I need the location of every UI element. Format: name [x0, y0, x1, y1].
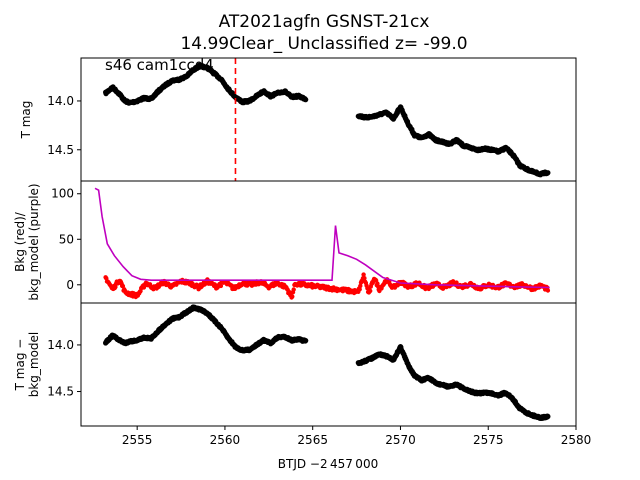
y-tick-label: 14.5 [47, 385, 74, 399]
bkg-point [361, 272, 366, 277]
bkg-point [362, 276, 367, 281]
chart-title-line1: AT2021agfn GSNST-21cx [219, 12, 430, 32]
y-tick-label: 100 [51, 187, 74, 201]
lightcurve-point [303, 97, 309, 103]
panel-middle-background: 0 50 100 Bkg (red)/bkg_model (purple) [13, 180, 577, 304]
bkg-point [357, 287, 362, 292]
x-tick-label: 2580 [561, 433, 592, 447]
y-tick-label: 0 [66, 278, 74, 292]
panel-frame [80, 302, 577, 427]
x-tick-label: 2555 [122, 433, 153, 447]
y-axis-label: bkg_model (purple) [27, 183, 41, 300]
x-tick-label: 2565 [297, 433, 328, 447]
panel-top-magnitude: 14.0 14.5 T mag [19, 57, 577, 182]
x-tick-label: 2570 [385, 433, 416, 447]
y-axis-label: bkg_model [27, 332, 41, 398]
y-axis-label: T mag − [13, 339, 27, 392]
panel-annotation: s46 cam1ccd4 [105, 56, 214, 74]
bkg-point [290, 294, 295, 299]
bkg-point [358, 283, 363, 289]
bkg-model-line [94, 187, 550, 289]
panel-bottom-corrected-magnitude: 14.0 14.5 T mag − bkg_model [13, 302, 577, 427]
bkg-point [120, 283, 126, 289]
x-tick-label: 2560 [210, 433, 241, 447]
y-axis-label: Bkg (red)/ [13, 211, 27, 272]
x-tick-label: 2575 [473, 433, 504, 447]
bkg-point [291, 287, 296, 292]
x-axis-ticks: 2555 2560 2565 2570 2575 2580 [122, 426, 591, 447]
lightcurve-point [545, 170, 551, 176]
bkg-point [545, 288, 551, 293]
y-tick-label: 50 [59, 232, 74, 246]
bkg-point [368, 288, 373, 294]
bkg-point [218, 283, 224, 289]
lightcurve-point [303, 338, 309, 344]
x-axis-label: BTJD −2 457 000 [278, 457, 378, 471]
y-axis-label: T mag [19, 101, 33, 140]
y-tick-label: 14.5 [47, 143, 74, 157]
y-tick-label: 14.0 [47, 338, 74, 352]
lightcurve-point [545, 413, 551, 420]
chart-title-line2: 14.99Clear_ Unclassified z= -99.0 [180, 34, 467, 54]
y-tick-label: 14.0 [47, 94, 74, 108]
bkg-point [113, 284, 118, 290]
panel-frame [80, 57, 577, 182]
